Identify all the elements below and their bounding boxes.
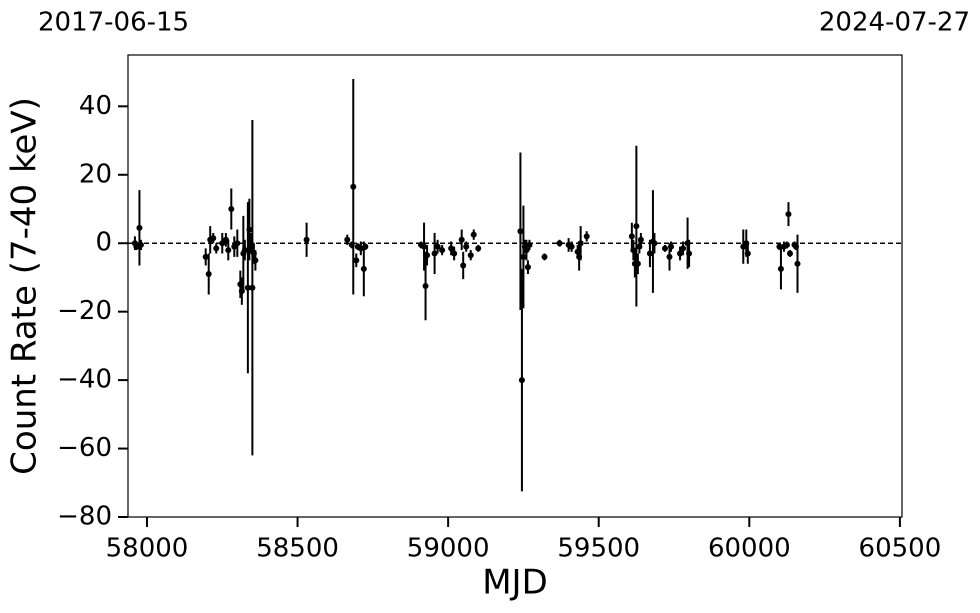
- data-point: [523, 247, 530, 254]
- data-point: [744, 250, 751, 257]
- data-point: [451, 250, 458, 257]
- data-point: [680, 245, 687, 252]
- data-point: [246, 226, 253, 233]
- data-point: [460, 262, 467, 269]
- y-tick-label: −40: [57, 365, 112, 395]
- data-point: [541, 253, 548, 260]
- data-point: [303, 236, 310, 243]
- data-point: [458, 236, 465, 243]
- data-point: [252, 257, 259, 264]
- data-point: [634, 260, 641, 267]
- data-point: [517, 228, 524, 235]
- data-point: [777, 265, 784, 272]
- data-point: [424, 252, 431, 259]
- x-tick-label: 59000: [407, 534, 490, 564]
- data-point: [677, 250, 684, 257]
- data-point: [518, 377, 525, 384]
- x-tick-label: 58000: [106, 534, 189, 564]
- data-point: [421, 243, 428, 250]
- data-point: [526, 241, 533, 248]
- data-point: [568, 243, 575, 250]
- data-point: [241, 247, 248, 254]
- data-point: [133, 243, 140, 250]
- y-tick-label: −20: [57, 296, 112, 326]
- data-point: [524, 264, 531, 271]
- data-point: [213, 245, 220, 252]
- data-point: [357, 245, 364, 252]
- y-tick-label: −60: [57, 433, 112, 463]
- data-point: [249, 284, 256, 291]
- data-point: [686, 250, 693, 257]
- data-point: [228, 206, 235, 212]
- x-axis-label: MJD: [482, 563, 548, 603]
- data-point: [350, 183, 357, 190]
- data-point: [137, 241, 144, 248]
- data-point: [434, 243, 441, 250]
- data-point: [651, 240, 658, 247]
- data-point: [783, 241, 790, 248]
- data-point: [362, 243, 369, 250]
- data-point: [467, 252, 474, 259]
- data-point: [556, 240, 563, 247]
- plot-frame: [127, 54, 903, 518]
- data-point: [577, 240, 584, 247]
- data-point: [431, 250, 438, 257]
- data-point: [353, 257, 360, 264]
- data-point: [205, 271, 212, 278]
- y-axis-label: Count Rate (7-40 keV): [5, 97, 45, 475]
- data-point: [668, 243, 675, 250]
- y-tick-label: 20: [79, 159, 112, 189]
- data-point: [475, 245, 482, 252]
- y-tick-label: −80: [57, 502, 112, 532]
- data-point: [463, 243, 470, 250]
- data-point: [520, 253, 527, 260]
- data-point: [439, 247, 446, 254]
- end-date: 2024-07-27: [819, 8, 970, 38]
- data-point: [583, 233, 590, 240]
- data-point: [244, 284, 251, 291]
- x-tick-label: 60000: [708, 534, 791, 564]
- x-tick-label: 60500: [859, 534, 942, 564]
- y-tick-label: 40: [79, 91, 112, 121]
- data-point: [448, 245, 455, 252]
- data-point: [360, 265, 367, 272]
- data-point: [785, 211, 792, 218]
- data-point: [637, 236, 644, 243]
- start-date: 2017-06-15: [38, 8, 189, 38]
- data-point: [786, 250, 793, 257]
- data-point: [225, 247, 232, 254]
- data-point: [776, 243, 783, 250]
- data-point: [661, 245, 668, 252]
- data-point: [666, 253, 673, 260]
- data-point: [422, 283, 429, 289]
- x-tick-label: 58500: [256, 534, 339, 564]
- y-tick-label: 0: [95, 228, 112, 258]
- data-point: [470, 231, 477, 238]
- data-point: [234, 240, 241, 247]
- data-point: [633, 223, 640, 230]
- data-point: [646, 250, 653, 257]
- data-point: [136, 224, 143, 231]
- data-point: [794, 260, 801, 267]
- data-point: [344, 236, 351, 243]
- data-point: [210, 235, 217, 242]
- x-tick-label: 59500: [557, 534, 640, 564]
- data-point: [628, 233, 635, 240]
- data-point: [202, 253, 209, 260]
